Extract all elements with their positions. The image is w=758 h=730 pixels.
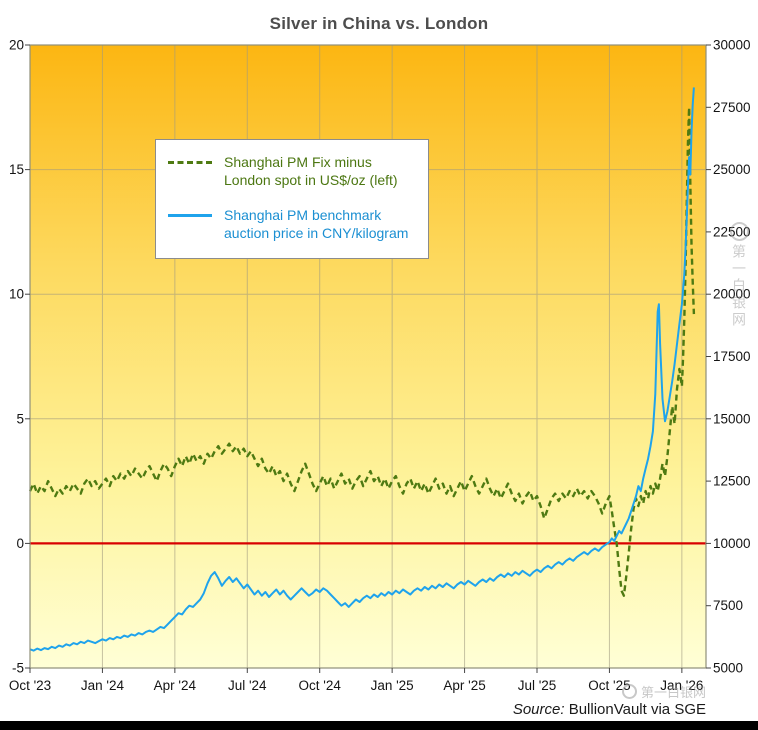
left-axis-tick-label: 15	[9, 162, 24, 177]
right-axis-tick-label: 15000	[713, 411, 751, 426]
left-axis-tick-label: 20	[9, 38, 24, 53]
tick-marks	[25, 44, 711, 673]
left-axis-tick-label: 0	[16, 536, 24, 551]
right-axis-tick-label: 27500	[713, 100, 751, 115]
right-axis-tick-label: 7500	[713, 598, 743, 613]
watermark-logo-icon	[729, 222, 749, 241]
legend-label-benchmark: Shanghai PM benchmark auction price in C…	[224, 206, 408, 243]
watermark-bottom-text: 第一白银网	[640, 685, 706, 700]
legend-label-benchmark-line2: auction price in CNY/kilogram	[224, 225, 409, 242]
watermark-vertical-text: 第一白银网	[731, 244, 747, 329]
solid-line-swatch	[168, 213, 212, 217]
watermark-vertical: 第一白银网	[725, 222, 753, 329]
dashed-line-swatch	[168, 161, 212, 164]
x-axis-tick-label: Jul '24	[228, 678, 267, 693]
left-axis-tick-label: 5	[16, 411, 24, 426]
premium-series-line	[28, 106, 696, 597]
watermark-logo-icon-small	[621, 684, 637, 699]
right-axis-tick-label: 12500	[713, 474, 751, 489]
tick-labels: 20151050-5300002750025000225002000017500…	[9, 38, 751, 694]
right-axis-tick-label: 25000	[713, 162, 751, 177]
right-axis-tick-label: 10000	[713, 536, 751, 551]
x-axis-tick-label: Jul '25	[518, 678, 557, 693]
right-axis-tick-label: 30000	[713, 38, 751, 53]
right-axis-tick-label: 17500	[713, 349, 751, 364]
right-axis-tick-label: 20000	[713, 287, 751, 302]
legend-label-benchmark-line1: Shanghai PM benchmark	[224, 206, 382, 223]
left-axis-tick-label: 10	[9, 287, 24, 302]
legend-label-premium: Shanghai PM Fix minus London spot in US$…	[224, 153, 398, 190]
source-label: Source:	[512, 701, 565, 718]
legend-label-premium-line1: Shanghai PM Fix minus	[224, 154, 372, 170]
x-axis-tick-label: Oct '24	[299, 678, 342, 693]
legend-item-benchmark: Shanghai PM benchmark auction price in C…	[168, 206, 416, 243]
source-text: BullionVault via SGE	[564, 701, 706, 718]
right-axis-tick-label: 5000	[713, 661, 743, 676]
bottom-black-bar	[0, 721, 758, 730]
x-axis-tick-label: Jan '26	[660, 678, 703, 693]
x-axis-tick-label: Oct '23	[9, 678, 51, 693]
x-axis-tick-label: Apr '24	[154, 678, 197, 693]
watermark-bottom: 第一白银网	[621, 682, 706, 701]
x-axis-tick-label: Apr '25	[443, 678, 485, 693]
legend-label-premium-line2: London spot in US$/oz (left)	[224, 172, 398, 189]
x-axis-tick-label: Oct '25	[588, 678, 630, 693]
source-caption: Source: BullionVault via SGE	[513, 701, 706, 718]
legend-item-premium: Shanghai PM Fix minus London spot in US$…	[168, 153, 416, 190]
left-axis-tick-label: -5	[12, 661, 24, 676]
x-axis-tick-label: Jan '25	[371, 678, 414, 693]
x-axis-tick-label: Jan '24	[81, 678, 125, 693]
benchmark-series-line	[29, 87, 695, 652]
chart-title: Silver in China vs. London	[269, 14, 489, 33]
legend-box: Shanghai PM Fix minus London spot in US$…	[155, 139, 429, 259]
